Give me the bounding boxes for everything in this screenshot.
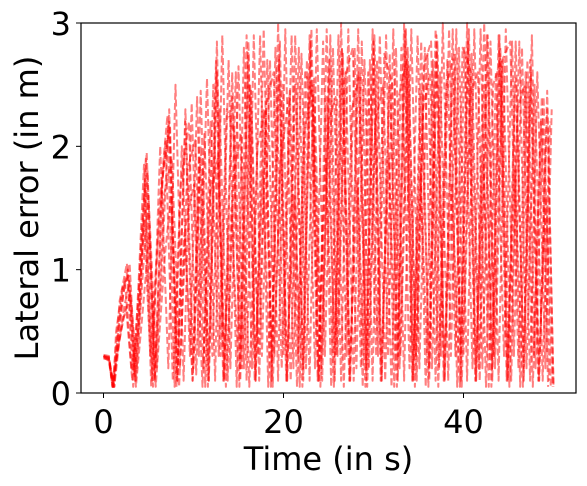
y-tick-label: 3 — [51, 5, 71, 43]
series-line-6 — [102, 22, 553, 388]
y-axis-label: Lateral error (in m) — [8, 56, 46, 361]
y-tick-label: 2 — [51, 128, 71, 166]
series-line-7 — [103, 52, 550, 388]
y-tick-label: 0 — [51, 375, 71, 413]
plot-frame — [80, 22, 577, 394]
x-axis-label: Time (in s) — [243, 440, 413, 478]
series-line-1 — [103, 28, 552, 388]
y-tick-label: 1 — [51, 252, 71, 290]
x-tick-label: 0 — [93, 403, 113, 441]
x-axis: 0 20 40 — [93, 393, 484, 441]
x-tick-label: 40 — [443, 403, 484, 441]
x-tick-label: 20 — [263, 403, 304, 441]
series-layer — [102, 22, 555, 388]
series-line-8 — [103, 22, 555, 388]
y-axis: 0 1 2 3 — [51, 5, 81, 413]
